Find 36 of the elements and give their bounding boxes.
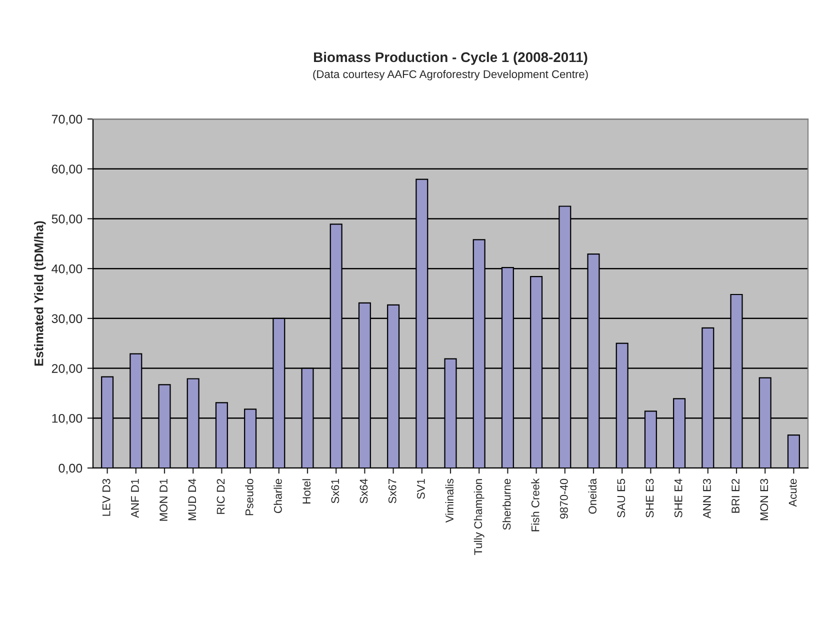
- y-axis-title: Estimated Yield (tDM/ha): [34, 221, 46, 366]
- x-tick-label: MON D1: [160, 478, 168, 521]
- x-tick-label: SHE E3: [646, 478, 654, 518]
- y-tick-label: 60,00: [52, 164, 82, 175]
- x-tick-label: SHE E4: [674, 478, 682, 518]
- y-tick-label: 20,00: [52, 364, 82, 374]
- x-tick-label: ANN E3: [703, 478, 711, 519]
- chart-title: Biomass Production - Cycle 1 (2008-2011): [314, 52, 588, 65]
- y-tick-label: 70,00: [52, 114, 82, 126]
- y-tick-label: 10,00: [52, 414, 82, 424]
- x-tick-label: Viminalis: [445, 478, 454, 523]
- x-tick-label: Hotel: [302, 479, 310, 504]
- x-tick-label: RIC D2: [216, 478, 225, 514]
- x-tick-label: Sx61: [331, 478, 340, 504]
- x-tick-label: SV1: [417, 478, 425, 499]
- x-tick-label: LEV D3: [102, 478, 110, 516]
- y-tick-label: 30,00: [52, 314, 82, 325]
- x-tick-label: Sherburne: [502, 478, 511, 530]
- x-tick-label: Charlie: [274, 478, 282, 514]
- y-tick-label: 50,00: [52, 214, 82, 225]
- x-tick-label: BRI E2: [732, 478, 740, 513]
- x-tick-label: Sx64: [360, 478, 368, 504]
- x-tick-label: Oneida: [588, 478, 596, 514]
- x-tick-label: MUD D4: [188, 478, 196, 520]
- chart-subtitle: (Data courtesy AAFC Agroforestry Development Centre): [313, 70, 588, 80]
- x-tick-label: Sx67: [388, 478, 396, 504]
- x-tick-label: ANF D1: [131, 478, 139, 518]
- x-tick-label: SAU E5: [617, 478, 626, 518]
- x-tick-label: Pseudo: [245, 478, 254, 516]
- x-tick-label: Tully Champion: [474, 479, 484, 555]
- x-tick-label: Acute: [788, 478, 797, 507]
- y-tick-label: 0,00: [58, 464, 82, 474]
- x-tick-label: 9870-40: [560, 478, 568, 519]
- x-tick-label: Fish Creek: [531, 478, 540, 532]
- y-tick-label: 40,00: [52, 264, 82, 275]
- x-tick-label: MON E3: [760, 478, 768, 520]
